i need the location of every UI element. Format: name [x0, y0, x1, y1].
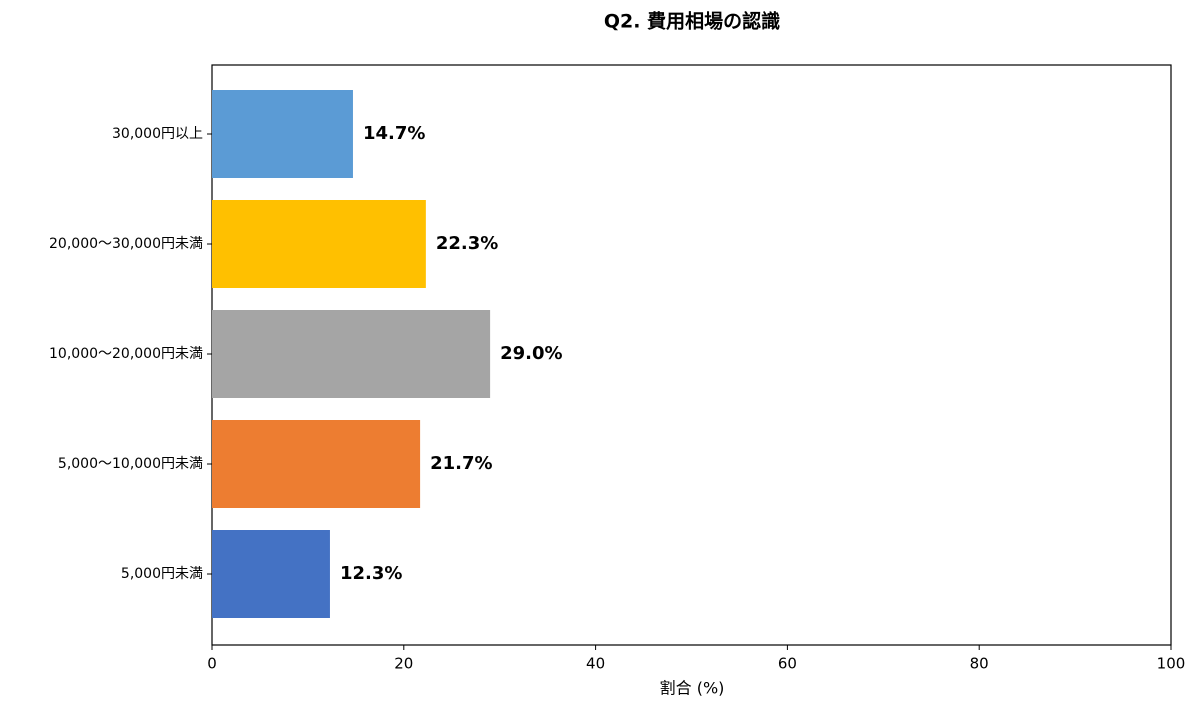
bar	[212, 530, 330, 618]
bar	[212, 90, 353, 178]
data-label: 21.7%	[430, 453, 492, 474]
bar	[212, 200, 426, 288]
x-tick-label: 60	[778, 655, 797, 673]
x-tick-label: 80	[970, 655, 989, 673]
x-tick-label: 0	[207, 655, 217, 673]
data-label: 14.7%	[363, 123, 425, 144]
y-tick-label: 5,000〜10,000円未満	[58, 456, 203, 472]
data-label: 22.3%	[436, 233, 498, 254]
x-tick-label: 100	[1157, 655, 1186, 673]
bar	[212, 310, 491, 398]
data-label: 29.0%	[500, 343, 562, 364]
data-label: 12.3%	[340, 563, 402, 584]
x-tick-label: 20	[394, 655, 413, 673]
x-tick-label: 40	[586, 655, 605, 673]
chart-title: Q2. 費用相場の認識	[604, 10, 780, 33]
y-tick-label: 10,000〜20,000円未満	[49, 346, 203, 362]
y-tick-label: 5,000円未満	[121, 566, 203, 582]
x-axis-label: 割合 (%)	[660, 679, 725, 698]
bar	[212, 420, 421, 508]
y-tick-label: 30,000円以上	[112, 126, 203, 142]
y-tick-label: 20,000〜30,000円未満	[49, 236, 203, 252]
